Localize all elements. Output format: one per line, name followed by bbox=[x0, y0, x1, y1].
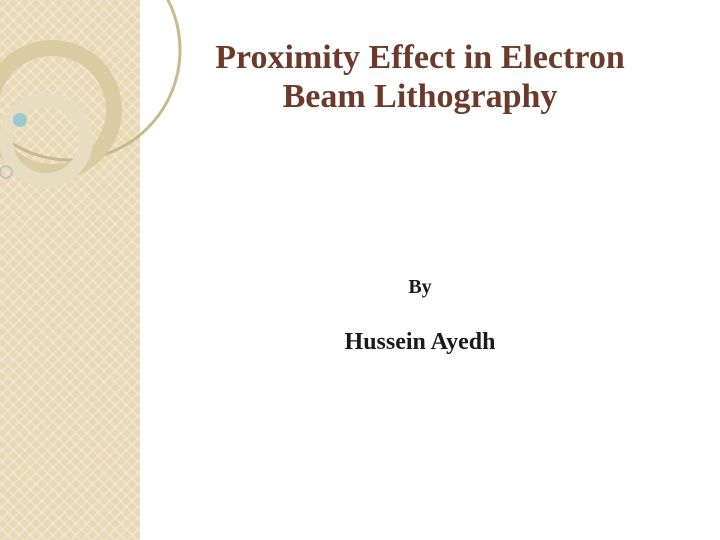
slide-content: Proximity Effect in Electron Beam Lithog… bbox=[140, 0, 720, 540]
sidebar-pattern bbox=[0, 0, 140, 540]
byline-label: By bbox=[150, 276, 690, 299]
author-name: Hussein Ayedh bbox=[150, 329, 690, 356]
slide-title: Proximity Effect in Electron Beam Lithog… bbox=[150, 38, 690, 116]
